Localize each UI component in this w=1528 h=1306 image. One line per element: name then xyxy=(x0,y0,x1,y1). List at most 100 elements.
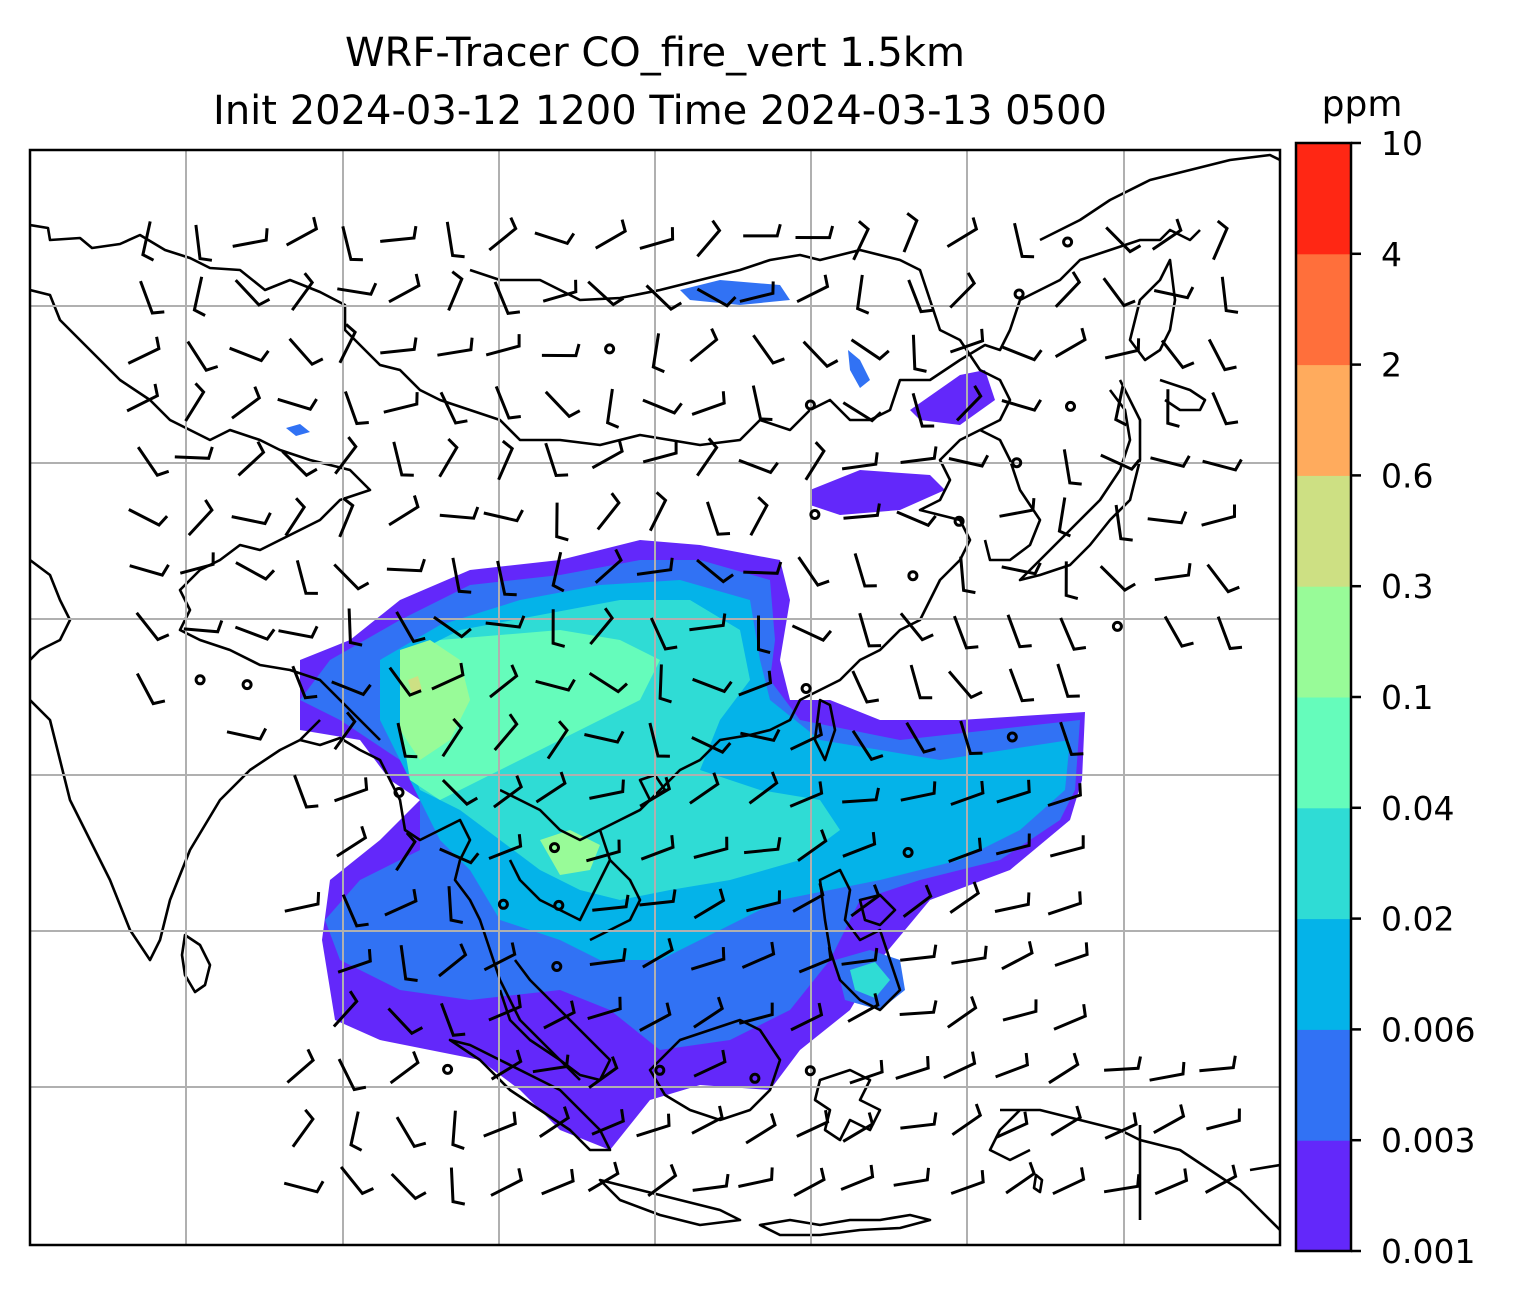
plume-north-patch-b xyxy=(810,470,945,515)
wind-barb xyxy=(789,722,823,751)
wind-barb xyxy=(384,888,418,917)
wind-barb xyxy=(950,1169,985,1195)
wind-barb xyxy=(1114,504,1133,542)
wind-barb xyxy=(795,225,835,240)
wind-barb xyxy=(900,781,937,802)
wind-barb xyxy=(696,219,722,258)
colorbar-segment xyxy=(1296,697,1351,809)
wind-barb xyxy=(949,328,985,354)
wind-barb xyxy=(380,225,418,243)
wind-barb xyxy=(751,385,773,421)
wind-barb xyxy=(639,889,677,907)
wind-barb xyxy=(842,401,882,423)
wind-barb xyxy=(1153,1104,1186,1135)
wind-barb xyxy=(341,894,369,928)
wind-barb xyxy=(996,779,1031,804)
wind-barb xyxy=(1049,835,1085,858)
plume-north-patch-a xyxy=(910,370,995,425)
coast-china-east xyxy=(749,299,1012,737)
wind-barb xyxy=(488,834,523,860)
wind-barb xyxy=(1001,562,1042,576)
wind-barb xyxy=(388,495,420,527)
wind-barb xyxy=(647,1163,678,1198)
wind-barb xyxy=(639,1002,672,1032)
wind-barb xyxy=(584,730,625,744)
wind-barb xyxy=(900,1112,938,1130)
wind-barb xyxy=(483,942,517,972)
wind-barb xyxy=(899,1000,938,1016)
calm-wind-marker xyxy=(549,842,560,854)
wind-barb xyxy=(1104,1056,1142,1072)
colorbar-tick-label: 0.3 xyxy=(1381,567,1433,606)
wind-barb xyxy=(551,609,566,648)
colorbar-tick-label: 0.04 xyxy=(1381,789,1454,828)
colorbar-tick-label: 0.006 xyxy=(1381,1010,1475,1049)
map-panel xyxy=(28,148,1282,1247)
wind-barb xyxy=(1149,1061,1186,1082)
calm-wind-marker xyxy=(553,899,565,911)
wind-barb xyxy=(1048,1052,1080,1085)
wind-barb xyxy=(395,611,426,644)
wind-barb xyxy=(1054,327,1087,358)
wind-barb xyxy=(493,775,524,809)
wind-barb xyxy=(293,774,319,809)
wind-barb xyxy=(743,223,782,238)
wind-barb xyxy=(489,664,519,699)
wind-barb xyxy=(589,948,627,966)
wind-barb xyxy=(843,503,881,520)
wind-barb xyxy=(691,736,732,754)
wind-barb xyxy=(235,561,276,581)
wind-barb xyxy=(896,510,937,528)
calm-wind-marker xyxy=(604,343,616,355)
wind-barb xyxy=(689,772,720,805)
wind-barb xyxy=(1001,940,1034,971)
wind-barb xyxy=(855,274,870,315)
wind-barb xyxy=(951,1103,983,1136)
chart-title-line-2: Init 2024-03-12 1200 Time 2024-03-13 050… xyxy=(213,88,1107,134)
wind-barb xyxy=(129,564,170,577)
wind-barb xyxy=(905,721,936,754)
wind-barb xyxy=(642,398,683,415)
wind-barb xyxy=(343,390,369,426)
wind-barb xyxy=(439,506,480,520)
wind-barb xyxy=(911,392,935,428)
wind-barb xyxy=(899,612,934,642)
wind-barb xyxy=(745,1113,777,1145)
wind-barb xyxy=(693,996,724,1029)
wind-barb xyxy=(893,1167,930,1187)
wind-barb xyxy=(1052,1167,1086,1196)
wind-barb xyxy=(739,281,775,303)
wind-barb xyxy=(333,777,369,803)
wind-barb xyxy=(497,439,515,481)
wind-barb xyxy=(1202,458,1243,472)
wind-barb xyxy=(1053,1004,1087,1031)
colorbar-tick-label: 2 xyxy=(1381,346,1402,385)
wind-barb xyxy=(383,392,419,414)
wind-barb xyxy=(1054,942,1089,967)
plume-north-patch-c xyxy=(680,280,790,305)
wind-barb xyxy=(339,1165,375,1196)
wind-barb xyxy=(696,558,734,584)
wind-barb xyxy=(333,563,370,591)
wind-barb xyxy=(645,284,683,311)
wind-barb xyxy=(135,611,170,642)
wind-barb xyxy=(1207,338,1237,372)
wind-barb xyxy=(948,837,983,863)
wind-barb xyxy=(431,662,465,691)
wind-barb xyxy=(1001,399,1042,412)
wind-barb xyxy=(1062,449,1082,486)
colorbar-tick-label: 0.003 xyxy=(1381,1121,1475,1160)
plume-band-03 xyxy=(408,676,422,694)
wind-barb xyxy=(386,558,426,573)
wind-barb xyxy=(951,945,988,965)
wind-barb xyxy=(639,227,675,250)
wind-barb xyxy=(696,437,719,477)
wind-barb xyxy=(691,1105,724,1135)
wind-barb xyxy=(999,497,1036,518)
wind-barb xyxy=(237,440,266,477)
wind-barb xyxy=(587,996,622,1021)
wind-barb xyxy=(174,446,214,460)
wind-barb xyxy=(493,281,521,316)
wind-barb xyxy=(705,501,731,536)
wind-barb xyxy=(488,216,518,252)
